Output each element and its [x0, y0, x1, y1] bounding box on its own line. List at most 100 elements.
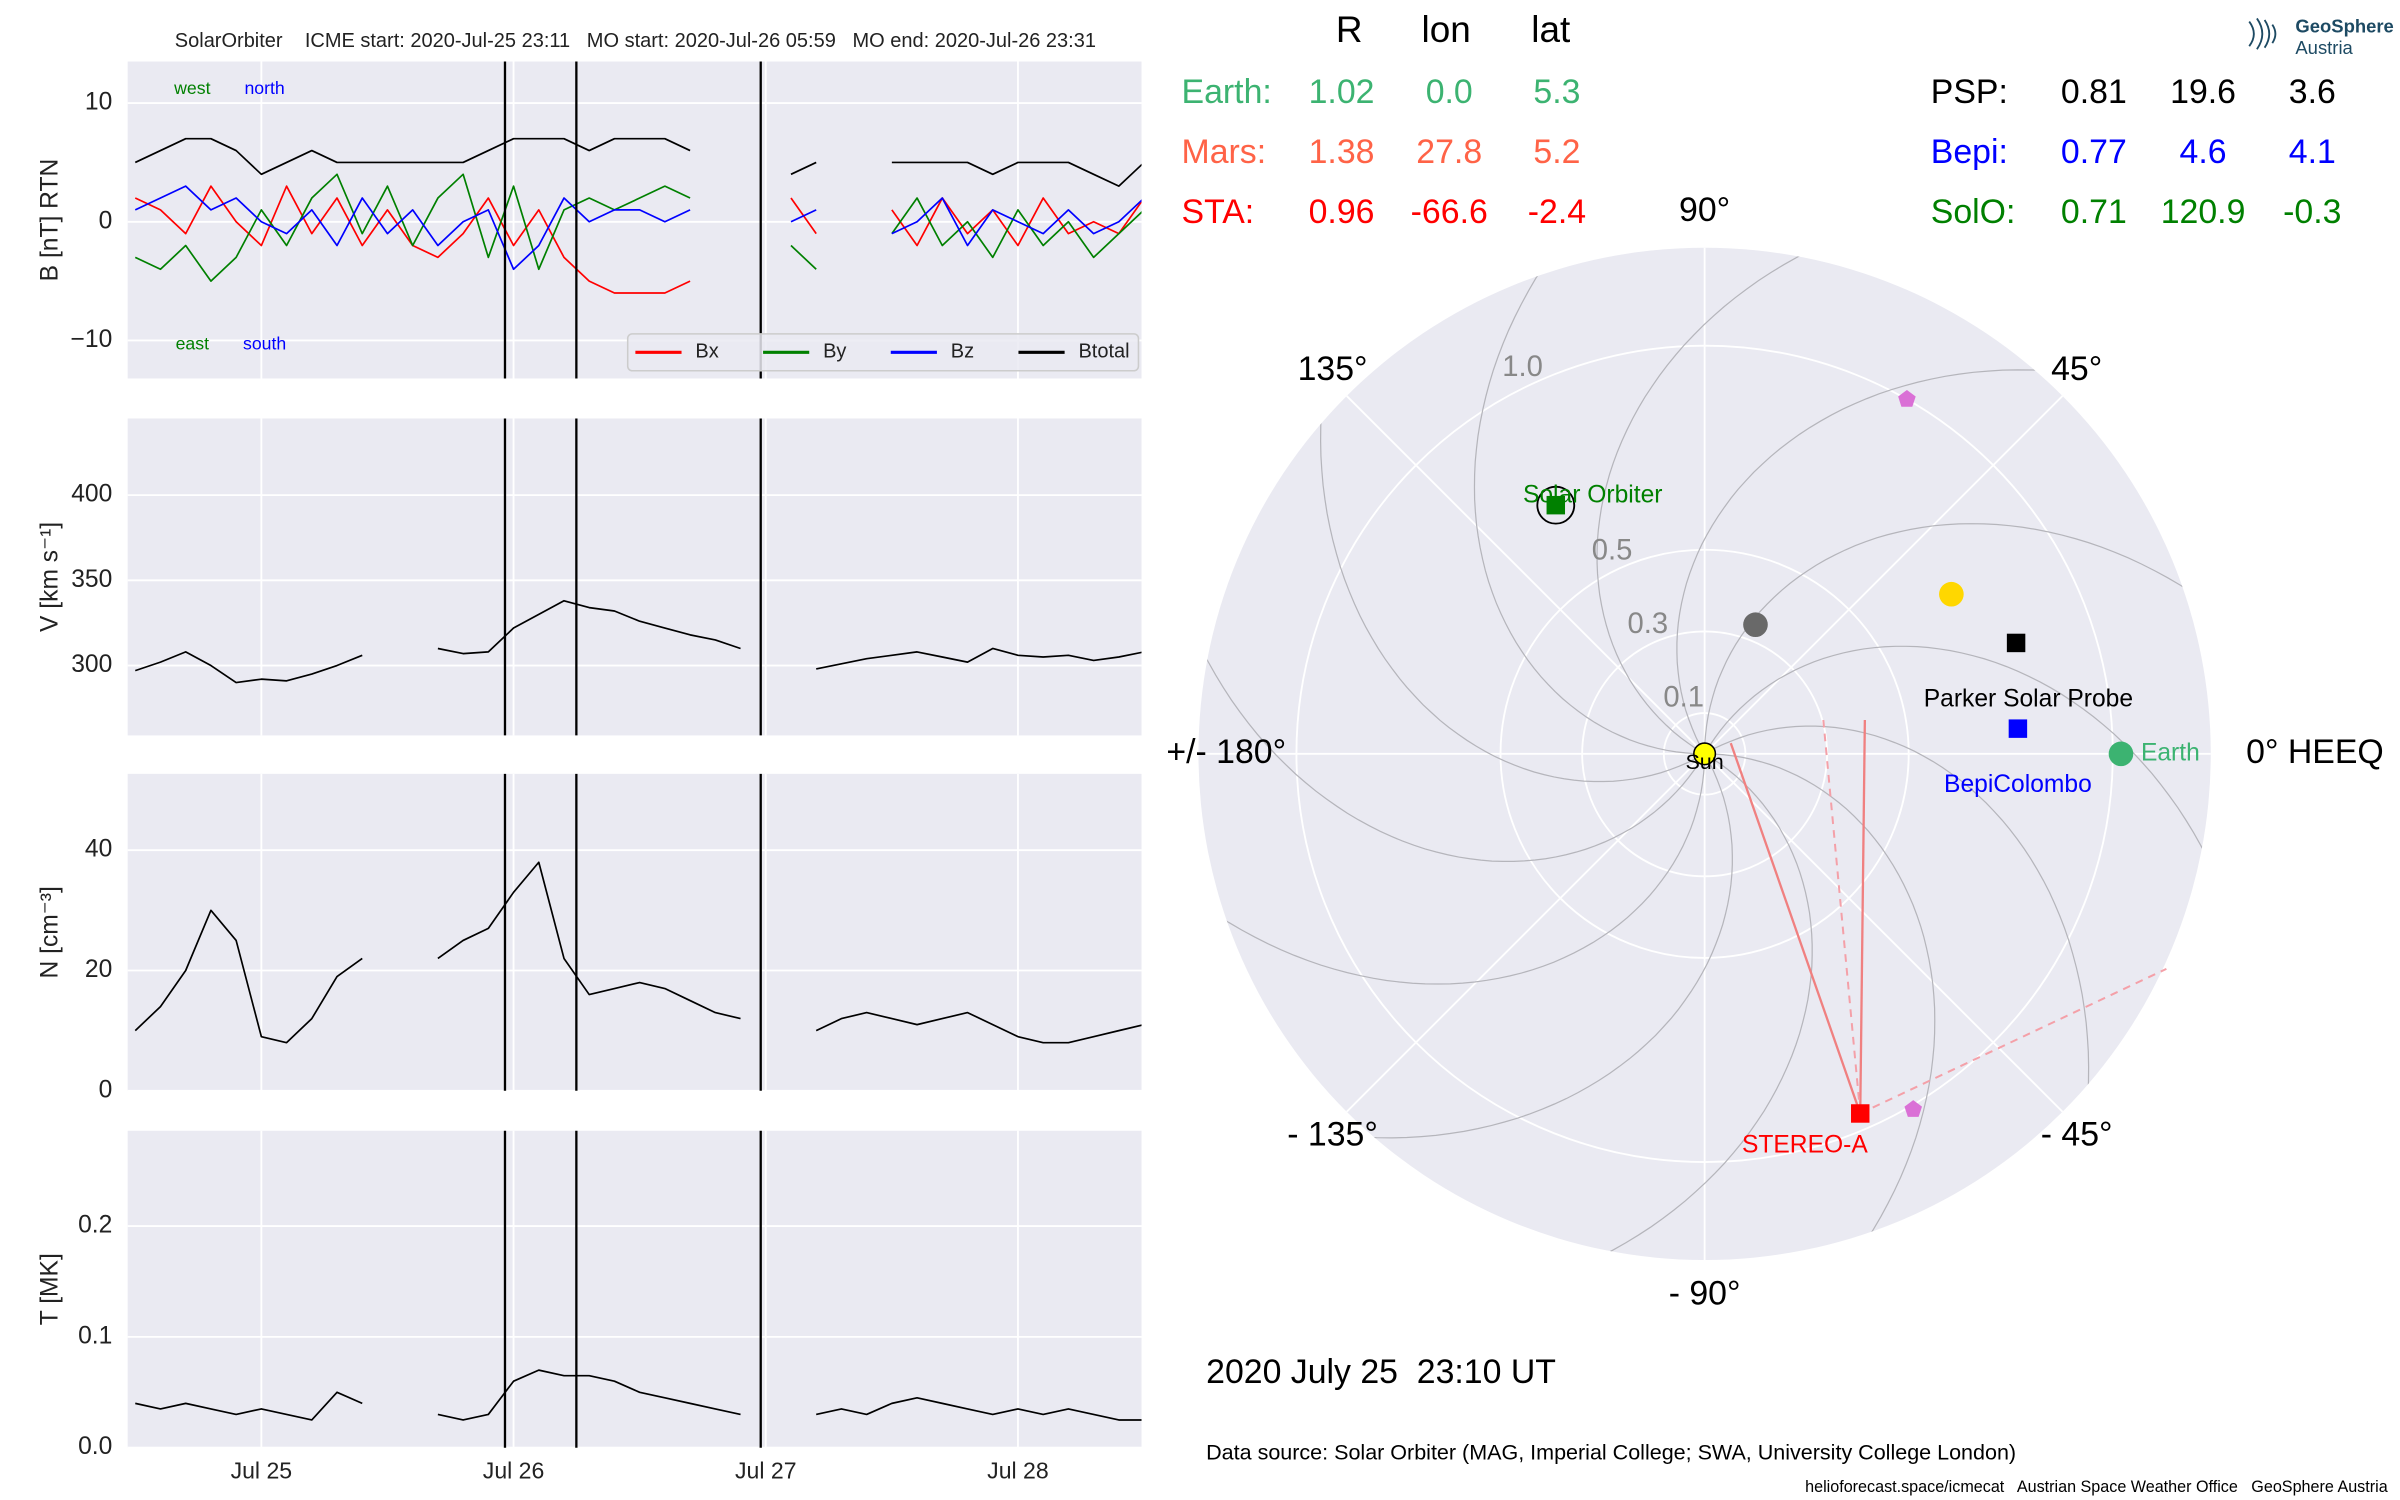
- logo-text: GeoSphere: [2295, 16, 2393, 37]
- theta-tick-label: +/- 180°: [1166, 733, 1286, 771]
- legend-label: By: [823, 341, 846, 363]
- y-axis-label: V [km s⁻¹]: [36, 522, 63, 632]
- body-label: BepiColombo: [1944, 771, 2092, 798]
- panel: 300 350 400 V [km s⁻¹]: [36, 418, 1142, 736]
- timestamp: 2020 July 25 23:10 UT: [1206, 1353, 1556, 1391]
- spiral: [1319, 317, 1705, 783]
- table-cell: 19.6: [2170, 73, 2236, 111]
- plot-background: [127, 773, 1142, 1091]
- table-header: R: [1336, 9, 1363, 50]
- body-label: Sun: [1685, 750, 1723, 774]
- table-cell: 1.38: [1309, 133, 1375, 171]
- table-cell: -66.6: [1411, 193, 1488, 231]
- spiral: [1198, 560, 1706, 862]
- r-tick-label: 0.1: [1663, 681, 1704, 713]
- table-cell: 1.02: [1309, 73, 1375, 111]
- x-tick-label: Jul 27: [735, 1457, 797, 1483]
- y-tick-label: −10: [71, 326, 113, 353]
- body-label: Solar Orbiter: [1523, 481, 1663, 508]
- table-row-label: PSP:: [1931, 73, 2008, 111]
- table-cell: 0.81: [2061, 73, 2127, 111]
- grid-line: [1703, 753, 2064, 1113]
- panel: 0.0 0.1 0.2 Jul 25 Jul 26 Jul 27 Jul 28 T [MK]: [36, 1130, 1142, 1483]
- grid-line: [1703, 395, 2064, 755]
- spiral: [1510, 753, 1813, 1260]
- y-tick-label: 350: [71, 566, 112, 593]
- spiral: [1676, 369, 2142, 755]
- spiral: [1704, 523, 2211, 754]
- view-line: [1859, 967, 2167, 1115]
- theta-tick-label: - 45°: [2041, 1116, 2113, 1154]
- annotation: north: [244, 78, 284, 98]
- body-marker: [1743, 612, 1768, 638]
- spiral: [1704, 753, 1936, 1260]
- r-tick-label: 0.5: [1592, 535, 1633, 567]
- plot-background: [127, 418, 1142, 736]
- table-row-label: Earth:: [1182, 73, 1272, 111]
- grid-line: [1346, 753, 1706, 1113]
- x-tick-label: Jul 26: [483, 1457, 545, 1483]
- table-cell: 0.77: [2061, 133, 2127, 171]
- r-tick-label: 0.3: [1628, 608, 1669, 640]
- footer: helioforecast.space/icmecat Austrian Spa…: [1805, 1478, 2388, 1496]
- chart-title: SolarOrbiter ICME start: 2020-Jul-25 23:…: [175, 30, 1096, 52]
- body-label: Parker Solar Probe: [1924, 685, 2133, 712]
- theta-tick-label: 0° HEEQ: [2246, 733, 2384, 771]
- body-marker: [2006, 633, 2026, 653]
- y-tick-label: 20: [85, 956, 112, 983]
- x-tick-label: Jul 28: [987, 1457, 1049, 1483]
- body-marker: [2008, 719, 2028, 738]
- table-header: lat: [1531, 9, 1570, 50]
- spiral: [1198, 753, 1706, 985]
- table-cell: 0.96: [1309, 193, 1375, 231]
- y-tick-label: 10: [85, 89, 112, 116]
- table-cell: 4.1: [2289, 133, 2336, 171]
- table-row-label: Bepi:: [1931, 133, 2008, 171]
- view-line: [1729, 742, 1862, 1114]
- table-cell: 4.6: [2180, 133, 2227, 171]
- annotation: west: [173, 78, 210, 98]
- reference-ring: [1536, 485, 1576, 525]
- table-cell: -0.3: [2283, 193, 2341, 231]
- annotation: east: [176, 333, 210, 353]
- y-axis-label: B [nT] RTN: [36, 159, 63, 282]
- table-cell: 3.6: [2289, 73, 2336, 111]
- theta-tick-label: 45°: [2051, 350, 2102, 388]
- plot-background: [127, 61, 1142, 379]
- y-tick-label: 0: [99, 207, 113, 234]
- y-tick-label: 0.1: [78, 1322, 112, 1349]
- table-cell: 5.3: [1533, 73, 1580, 111]
- table-header: lon: [1422, 9, 1471, 50]
- body-label: Earth: [2141, 739, 2200, 766]
- logo-icon: [2248, 17, 2277, 50]
- r-tick-label: 1.0: [1502, 351, 1543, 383]
- table-cell: 5.2: [1533, 133, 1580, 171]
- y-tick-label: 0.0: [78, 1433, 112, 1460]
- spiral: [1596, 247, 1899, 755]
- view-line: [1859, 719, 1867, 1114]
- body-marker: [1546, 495, 1566, 515]
- panel: 0 20 40 N [cm⁻³]: [36, 773, 1142, 1103]
- body-marker: [2108, 741, 2134, 767]
- table-cell: -2.4: [1528, 193, 1586, 231]
- theta-tick-label: - 135°: [1287, 1116, 1378, 1154]
- table-cell: 0.71: [2061, 193, 2127, 231]
- legend: Bx By Bz Btotal: [626, 333, 1140, 372]
- y-tick-label: 300: [71, 651, 112, 678]
- table-cell: 27.8: [1416, 133, 1482, 171]
- body-marker: [1851, 1104, 1870, 1123]
- y-axis-label: N [cm⁻³]: [36, 886, 63, 978]
- y-tick-label: 0.2: [78, 1212, 112, 1239]
- data-line: [134, 137, 1142, 188]
- table-row-label: Mars:: [1182, 133, 1267, 171]
- legend-label: Bz: [951, 341, 974, 363]
- legend-label: Btotal: [1078, 341, 1129, 363]
- spiral: [1704, 725, 2090, 1191]
- logo-text: Austria: [2295, 37, 2353, 58]
- theta-tick-label: 90°: [1679, 191, 1730, 229]
- data-line: [134, 861, 1142, 1044]
- parker-spirals: [1198, 247, 2211, 1260]
